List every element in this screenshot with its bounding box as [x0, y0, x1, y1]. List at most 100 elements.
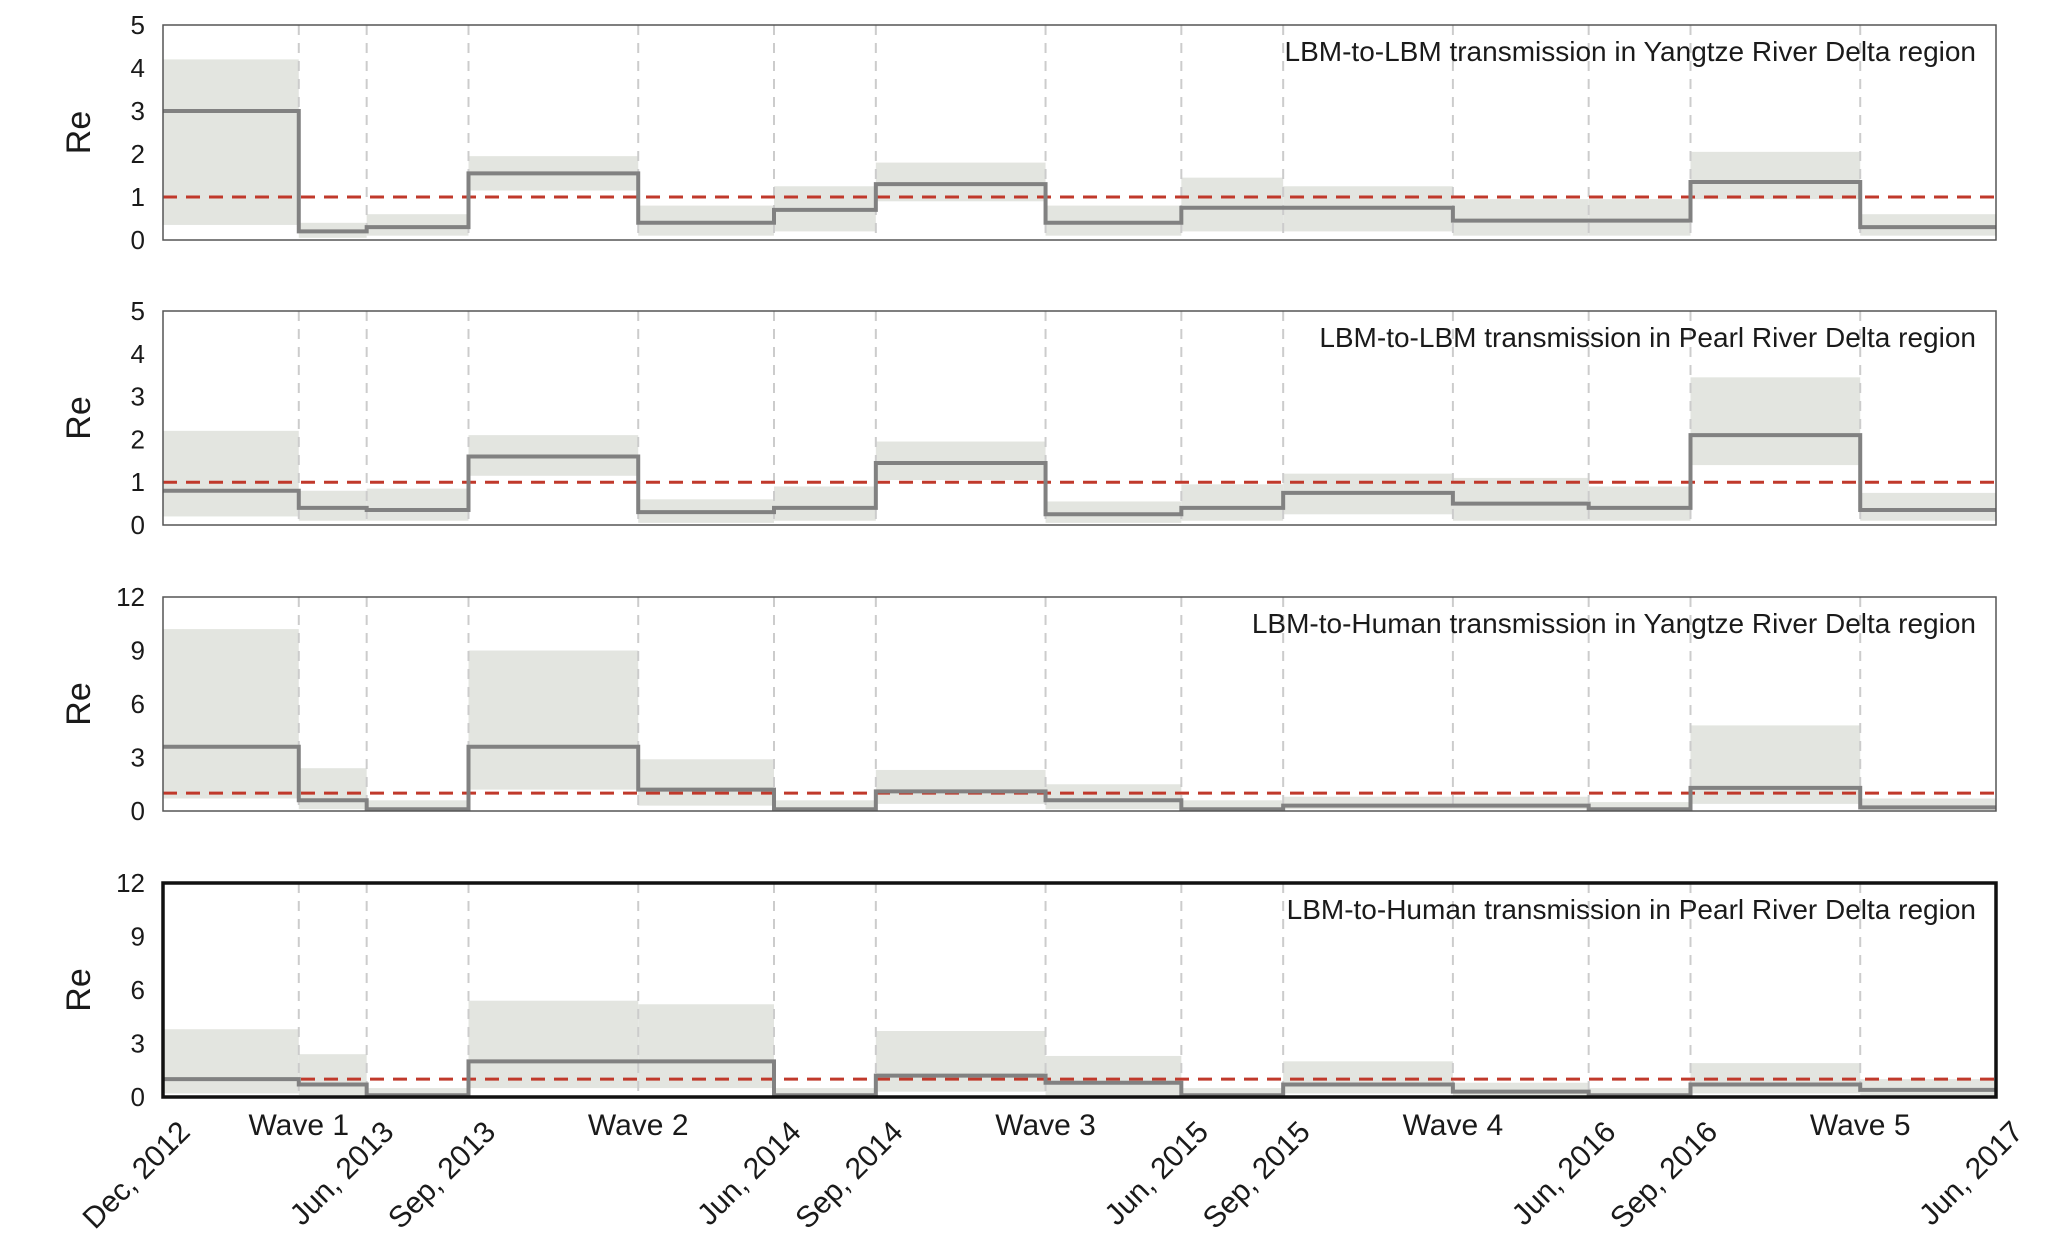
ci-band — [1588, 1088, 1691, 1097]
y-tick-label: 3 — [131, 382, 145, 412]
wave-label: Wave 4 — [1403, 1109, 1504, 1142]
panel-title: LBM-to-LBM transmission in Yangtze River… — [1285, 36, 1976, 67]
x-tick-label: Sep, 2016 — [1604, 1115, 1724, 1235]
ci-band — [1045, 784, 1182, 810]
panel-4: 0 3 6 9 12 Re LBM-to-Human transmission in Pea… — [60, 868, 1998, 1112]
y-tick-label: 5 — [131, 296, 145, 326]
wave-label: Wave 1 — [248, 1109, 349, 1142]
y-axis-label: Re — [60, 968, 98, 1011]
x-tick-label: Jun, 2017 — [1913, 1115, 2030, 1232]
wave-label: Wave 5 — [1810, 1109, 1911, 1142]
series-line — [163, 433, 1996, 517]
ci-band — [366, 800, 469, 811]
ci-band — [1860, 798, 1996, 811]
plot-frame — [162, 24, 1997, 241]
x-tick-label: Sep, 2015 — [1197, 1115, 1317, 1235]
ci-band — [1690, 151, 1861, 200]
y-tick-label: 0 — [131, 225, 145, 255]
ci-band — [875, 162, 1046, 202]
panel-title: LBM-to-Human transmission in Yangtze Riv… — [1252, 608, 1976, 639]
ci-band — [774, 800, 876, 811]
ci-band — [1860, 214, 1996, 236]
ci-band — [1452, 1082, 1589, 1097]
ci-band — [468, 1000, 639, 1089]
ci-band — [163, 430, 299, 517]
y-axis-label: Re — [60, 111, 98, 154]
x-tick-label: Jun, 2014 — [691, 1115, 808, 1232]
panel-title: LBM-to-Human transmission in Pearl River… — [1287, 894, 1976, 925]
y-tick-label: 3 — [131, 96, 145, 126]
series-line — [163, 744, 1996, 812]
ci-band — [366, 214, 469, 236]
panel-1: 0 1 2 3 4 5 Re LBM-to-LBM transmission in Yangt… — [60, 10, 1997, 255]
ci-band — [1045, 205, 1182, 236]
ci-band — [1690, 725, 1861, 804]
y-tick-label: 4 — [131, 339, 145, 369]
ci-band — [638, 759, 774, 806]
ci-band — [163, 1029, 299, 1094]
ci-band — [1588, 199, 1691, 236]
ci-band — [298, 490, 367, 521]
y-axis-label: Re — [60, 396, 98, 439]
ci-band — [774, 1088, 876, 1097]
ci-band — [298, 768, 367, 810]
y-tick-label: 1 — [131, 467, 145, 497]
ci-band — [163, 59, 299, 225]
ci-band — [1045, 1055, 1182, 1096]
ci-band — [1860, 492, 1996, 521]
y-tick-label: 1 — [131, 182, 145, 212]
y-tick-label: 2 — [131, 139, 145, 169]
y-tick-label: 12 — [116, 868, 145, 898]
ci-band — [1181, 177, 1284, 232]
y-tick-label: 0 — [131, 1082, 145, 1112]
series-line — [163, 109, 1996, 234]
ci-band — [1181, 484, 1284, 521]
y-axis-label: Re — [60, 682, 98, 725]
y-tick-label: 2 — [131, 424, 145, 454]
ci-band — [1181, 800, 1284, 811]
ci-band — [875, 441, 1046, 481]
ci-band — [1452, 477, 1589, 521]
ci-band — [1181, 1088, 1284, 1097]
series-line — [163, 1059, 1996, 1098]
panel-title: LBM-to-LBM transmission in Pearl River D… — [1319, 322, 1976, 353]
ci-band — [1690, 377, 1861, 466]
y-tick-label: 0 — [131, 796, 145, 826]
ci-band — [163, 629, 299, 799]
y-tick-label: 9 — [131, 636, 145, 666]
ci-band — [1045, 501, 1182, 523]
ci-band — [875, 1031, 1046, 1092]
y-tick-label: 5 — [131, 10, 145, 40]
ci-band — [1860, 1079, 1996, 1096]
y-tick-label: 4 — [131, 53, 145, 83]
panel-2: 0 1 2 3 4 5 Re LBM-to-LBM transmission in Pearl… — [60, 296, 1997, 540]
x-tick-label: Dec, 2012 — [77, 1115, 197, 1235]
y-tick-label: 3 — [131, 1029, 145, 1059]
y-tick-label: 12 — [116, 582, 145, 612]
x-axis: Wave 1 Wave 2 Wave 3 Wave 4 Wave 5 Dec, 2012 J… — [77, 1109, 2030, 1235]
ci-band — [1452, 199, 1589, 236]
ci-band — [366, 488, 469, 521]
ci-band — [638, 205, 774, 236]
ci-band — [298, 1054, 367, 1096]
x-tick-label: Jun, 2015 — [1098, 1115, 1215, 1232]
ci-band — [1283, 1061, 1453, 1094]
x-tick-label: Sep, 2014 — [789, 1115, 909, 1235]
ci-band — [468, 650, 639, 790]
y-tick-label: 6 — [131, 975, 145, 1005]
panel-3: 0 3 6 9 12 Re LBM-to-Human transmission in Yan… — [60, 582, 1997, 826]
plot-frame — [161, 881, 1998, 1099]
ci-band — [875, 769, 1046, 804]
ci-band — [1588, 802, 1691, 811]
plot-frame — [162, 596, 1997, 812]
x-tick-label: Jun, 2016 — [1506, 1115, 1623, 1232]
y-tick-label: 9 — [131, 922, 145, 952]
y-tick-label: 3 — [131, 743, 145, 773]
y-tick-label: 0 — [131, 510, 145, 540]
y-tick-label: 6 — [131, 689, 145, 719]
wave-label: Wave 3 — [995, 1109, 1096, 1142]
x-tick-label: Sep, 2013 — [382, 1115, 502, 1235]
ci-band — [638, 1004, 774, 1089]
wave-label: Wave 2 — [588, 1109, 689, 1142]
